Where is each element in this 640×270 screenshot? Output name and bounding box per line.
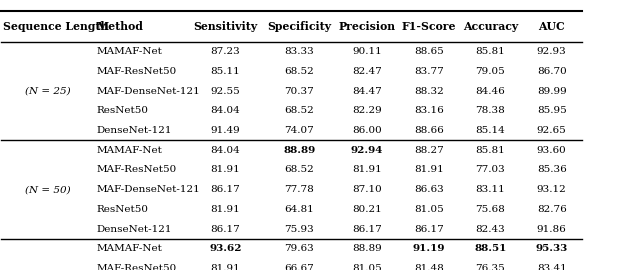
Text: 85.36: 85.36 — [537, 166, 566, 174]
Text: MAF-DenseNet-121: MAF-DenseNet-121 — [97, 87, 200, 96]
Text: 90.11: 90.11 — [352, 47, 382, 56]
Text: MAMAF-Net: MAMAF-Net — [97, 146, 163, 155]
Text: Specificity: Specificity — [267, 21, 332, 32]
Text: 91.49: 91.49 — [211, 126, 241, 135]
Text: 95.33: 95.33 — [536, 244, 568, 253]
Text: 89.99: 89.99 — [537, 87, 566, 96]
Text: MAF-ResNet50: MAF-ResNet50 — [97, 166, 177, 174]
Text: 81.91: 81.91 — [211, 264, 241, 270]
Text: 80.21: 80.21 — [352, 205, 382, 214]
Text: ResNet50: ResNet50 — [97, 205, 148, 214]
Text: 88.27: 88.27 — [414, 146, 444, 155]
Text: AUC: AUC — [538, 21, 565, 32]
Text: 84.46: 84.46 — [476, 87, 505, 96]
Text: 86.17: 86.17 — [414, 225, 444, 234]
Text: 87.23: 87.23 — [211, 47, 241, 56]
Text: 75.68: 75.68 — [476, 205, 505, 214]
Text: 77.03: 77.03 — [476, 166, 505, 174]
Text: 83.77: 83.77 — [414, 67, 444, 76]
Text: 81.91: 81.91 — [211, 205, 241, 214]
Text: 86.17: 86.17 — [352, 225, 382, 234]
Text: MAF-DenseNet-121: MAF-DenseNet-121 — [97, 185, 200, 194]
Text: 86.63: 86.63 — [414, 185, 444, 194]
Text: 83.11: 83.11 — [476, 185, 505, 194]
Text: 82.29: 82.29 — [352, 106, 382, 115]
Text: 86.17: 86.17 — [211, 185, 241, 194]
Text: 92.65: 92.65 — [537, 126, 566, 135]
Text: Method: Method — [97, 21, 143, 32]
Text: 66.67: 66.67 — [284, 264, 314, 270]
Text: 86.00: 86.00 — [352, 126, 382, 135]
Text: 93.62: 93.62 — [209, 244, 242, 253]
Text: 88.66: 88.66 — [414, 126, 444, 135]
Text: 92.55: 92.55 — [211, 87, 241, 96]
Text: 85.11: 85.11 — [211, 67, 241, 76]
Text: 91.86: 91.86 — [537, 225, 566, 234]
Text: 68.52: 68.52 — [284, 67, 314, 76]
Text: MAMAF-Net: MAMAF-Net — [97, 47, 163, 56]
Text: 93.60: 93.60 — [537, 146, 566, 155]
Text: 81.91: 81.91 — [352, 166, 382, 174]
Text: 74.07: 74.07 — [284, 126, 314, 135]
Text: 77.78: 77.78 — [284, 185, 314, 194]
Text: 87.10: 87.10 — [352, 185, 382, 194]
Text: 79.05: 79.05 — [476, 67, 505, 76]
Text: F1-Score: F1-Score — [401, 21, 456, 32]
Text: ResNet50: ResNet50 — [97, 106, 148, 115]
Text: 84.47: 84.47 — [352, 87, 382, 96]
Text: 82.47: 82.47 — [352, 67, 382, 76]
Text: 81.91: 81.91 — [414, 166, 444, 174]
Text: Precision: Precision — [339, 21, 396, 32]
Text: 85.14: 85.14 — [476, 126, 505, 135]
Text: 88.89: 88.89 — [283, 146, 316, 155]
Text: 83.41: 83.41 — [537, 264, 566, 270]
Text: Sequence Length: Sequence Length — [3, 21, 108, 32]
Text: 92.93: 92.93 — [537, 47, 566, 56]
Text: 82.76: 82.76 — [537, 205, 566, 214]
Text: 82.43: 82.43 — [476, 225, 505, 234]
Text: 85.95: 85.95 — [537, 106, 566, 115]
Text: 64.81: 64.81 — [284, 205, 314, 214]
Text: 70.37: 70.37 — [284, 87, 314, 96]
Text: 78.38: 78.38 — [476, 106, 505, 115]
Text: 88.89: 88.89 — [352, 244, 382, 253]
Text: 81.91: 81.91 — [211, 166, 241, 174]
Text: 88.32: 88.32 — [414, 87, 444, 96]
Text: 85.81: 85.81 — [476, 47, 505, 56]
Text: 83.33: 83.33 — [284, 47, 314, 56]
Text: 86.70: 86.70 — [537, 67, 566, 76]
Text: MAF-ResNet50: MAF-ResNet50 — [97, 67, 177, 76]
Text: MAF-ResNet50: MAF-ResNet50 — [97, 264, 177, 270]
Text: Accuracy: Accuracy — [463, 21, 518, 32]
Text: 91.19: 91.19 — [413, 244, 445, 253]
Text: 76.35: 76.35 — [476, 264, 505, 270]
Text: DenseNet-121: DenseNet-121 — [97, 225, 172, 234]
Text: 93.12: 93.12 — [537, 185, 566, 194]
Text: (N = 25): (N = 25) — [25, 87, 70, 96]
Text: 84.04: 84.04 — [211, 146, 241, 155]
Text: 81.05: 81.05 — [352, 264, 382, 270]
Text: 86.17: 86.17 — [211, 225, 241, 234]
Text: 85.81: 85.81 — [476, 146, 505, 155]
Text: 83.16: 83.16 — [414, 106, 444, 115]
Text: 75.93: 75.93 — [284, 225, 314, 234]
Text: DenseNet-121: DenseNet-121 — [97, 126, 172, 135]
Text: 68.52: 68.52 — [284, 106, 314, 115]
Text: 68.52: 68.52 — [284, 166, 314, 174]
Text: 81.48: 81.48 — [414, 264, 444, 270]
Text: Sensitivity: Sensitivity — [193, 21, 258, 32]
Text: 79.63: 79.63 — [284, 244, 314, 253]
Text: 92.94: 92.94 — [351, 146, 383, 155]
Text: MAMAF-Net: MAMAF-Net — [97, 244, 163, 253]
Text: 88.65: 88.65 — [414, 47, 444, 56]
Text: 84.04: 84.04 — [211, 106, 241, 115]
Text: (N = 50): (N = 50) — [25, 185, 70, 194]
Text: 88.51: 88.51 — [474, 244, 506, 253]
Text: 81.05: 81.05 — [414, 205, 444, 214]
